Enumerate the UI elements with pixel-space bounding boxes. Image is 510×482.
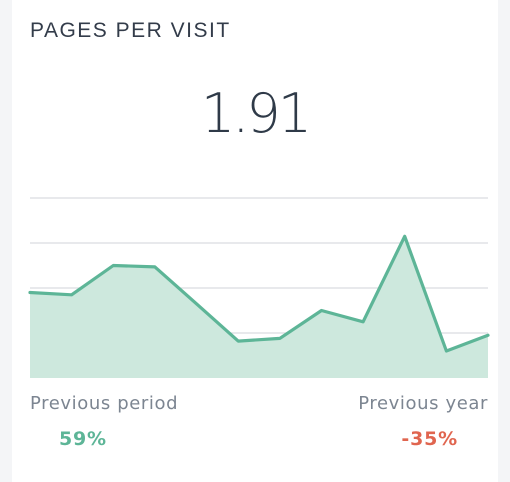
- chart-series-line: [28, 234, 490, 353]
- sparkline-chart: [28, 197, 490, 378]
- metric-value: 1.91: [200, 82, 312, 145]
- chart-points: [29, 236, 489, 352]
- widget-title: PAGES PER VISIT: [30, 19, 231, 42]
- pages-per-visit-widget: PAGES PER VISIT 1.91 Previous period 59%…: [12, 0, 498, 482]
- previous-year-value: -35%: [401, 428, 458, 450]
- chart-area-fill: [30, 236, 488, 378]
- previous-period-value: 59%: [59, 428, 107, 450]
- previous-year-label: Previous year: [358, 393, 488, 414]
- previous-period-label: Previous period: [30, 393, 179, 414]
